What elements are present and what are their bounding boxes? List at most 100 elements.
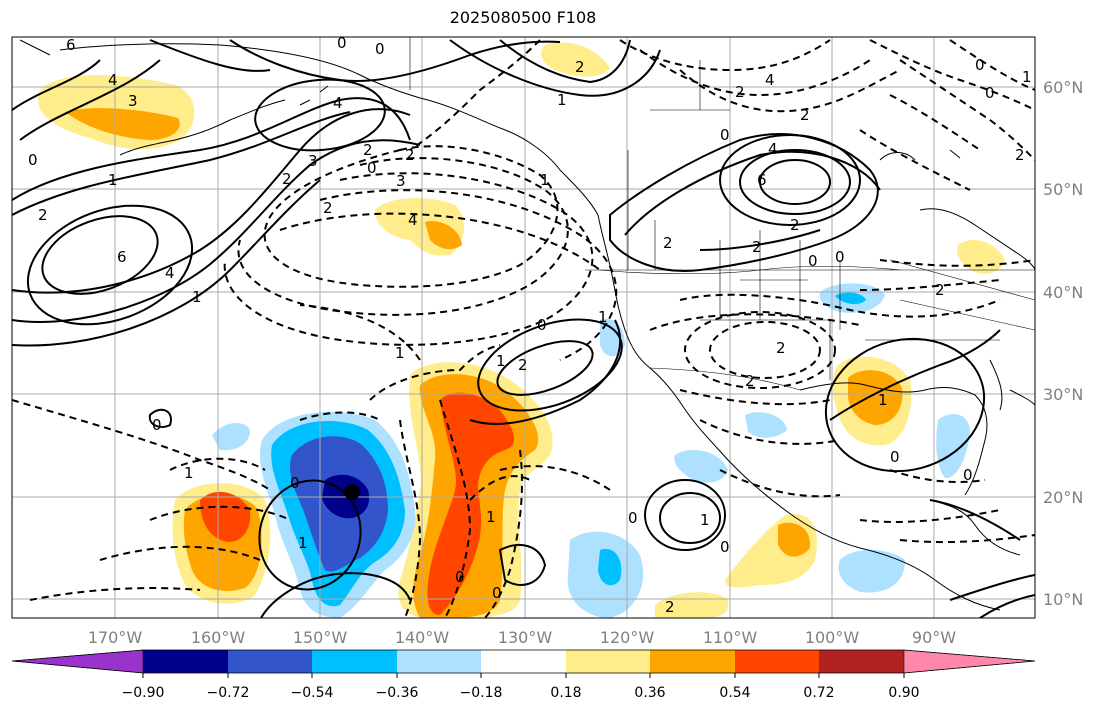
colorbar-tick-label: −0.54: [291, 685, 334, 701]
contour-label: 2: [38, 206, 48, 224]
colorbar-tick-label: −0.36: [376, 685, 419, 701]
lon-tick-label: 170°W: [88, 628, 143, 647]
contour-label: 0: [375, 40, 385, 58]
contour-label: 1: [598, 308, 608, 326]
contour-label: 0: [963, 466, 973, 484]
contour-label: 0: [720, 126, 730, 144]
contour-label: 4: [108, 71, 118, 89]
contour-label: 1: [1022, 68, 1032, 86]
colorbar-segment: [228, 650, 312, 673]
contour-label: 1: [540, 171, 550, 189]
cold-anomaly-patch: [936, 414, 970, 479]
dashed-contours: [12, 39, 1035, 618]
colorbar-tick-label: 0.36: [634, 685, 665, 701]
contour-label: 0: [152, 416, 162, 434]
contour-label: 1: [192, 288, 202, 306]
lon-tick-label: 90°W: [912, 628, 956, 647]
contour-label: 0: [628, 509, 638, 527]
lat-tick-label: 10°N: [1043, 590, 1083, 609]
contour-label: 1: [184, 464, 194, 482]
colorbar-tick-label: 0.54: [719, 685, 750, 701]
contour-label: 2: [800, 106, 810, 124]
contour-label: 2: [752, 238, 762, 256]
contour-label: 4: [765, 71, 775, 89]
map-frame: [11, 36, 1036, 619]
contour-label: 6: [117, 248, 127, 266]
contour-label: 2: [405, 146, 415, 164]
warm-anomaly-core: [65, 108, 180, 140]
contour-label: 0: [367, 159, 377, 177]
warm-anomaly-patch: [541, 42, 610, 77]
cold-anomaly-small: [212, 423, 250, 451]
colorbar-tick-label: −0.90: [122, 685, 165, 701]
contour-label: 2: [363, 141, 373, 159]
colorbar-segment: [143, 650, 228, 673]
contour-label: 2: [735, 83, 745, 101]
contour-label: 0: [537, 316, 547, 334]
warm-anomaly-core: [425, 221, 462, 250]
lon-tick-label: 140°W: [395, 628, 450, 647]
warm-anomaly-core: [427, 392, 515, 615]
map-title: 2025080500 F108: [449, 8, 597, 27]
contour-label: 0: [28, 151, 38, 169]
contour-label: 0: [720, 538, 730, 556]
lon-tick-label: 120°W: [600, 628, 655, 647]
cold-anomaly-middle: [835, 292, 866, 305]
contour-label: 1: [108, 171, 118, 189]
lat-tick-label: 50°N: [1043, 180, 1083, 199]
contour-label: 2: [518, 356, 528, 374]
contour-label: 2: [282, 170, 292, 188]
lat-tick-label: 40°N: [1043, 283, 1083, 302]
contour-label: 0: [835, 248, 845, 266]
lon-tick-label: 110°W: [703, 628, 758, 647]
lon-tick-label: 150°W: [293, 628, 348, 647]
contour-labels: 6 0 4 3 2 4 0 0 2 0 1 1 2 2 3 2 4 6 4 2 …: [28, 36, 1032, 616]
lon-tick-label: 160°W: [191, 628, 246, 647]
colorbar-segment: [397, 650, 481, 673]
contour-label: 1: [700, 511, 710, 529]
colorbar-segment: [481, 650, 566, 673]
contour-label: 1: [486, 508, 496, 526]
shaded-anomaly-layer: [38, 42, 1005, 618]
warm-anomaly-core: [200, 491, 251, 542]
contour-label: 3: [128, 92, 138, 110]
colorbar-segment: [312, 650, 397, 673]
colorbar-segment: [903, 649, 1036, 674]
contour-label: 2: [663, 234, 673, 252]
contour-label: 0: [890, 448, 900, 466]
contour-label: 0: [985, 84, 995, 102]
gridlines: [12, 37, 1035, 618]
contour-label: 6: [757, 171, 767, 189]
colorbar-segment: [819, 650, 904, 673]
contour-label: 6: [66, 36, 76, 54]
solid-contours: [12, 39, 1035, 618]
colorbar-tick-label: −0.18: [460, 685, 503, 701]
colorbar-tick-label: −0.72: [207, 685, 250, 701]
storm-center-dot: [344, 484, 360, 500]
lat-tick-label: 20°N: [1043, 488, 1083, 507]
colorbar-tick-label: 0.90: [888, 685, 919, 701]
contour-label: 0: [455, 568, 465, 586]
contour-label: 0: [492, 584, 502, 602]
contour-label: 2: [665, 598, 675, 616]
lon-tick-label: 100°W: [805, 628, 860, 647]
colorbar-tick-label: 0.72: [803, 685, 834, 701]
colorbar-segment: [566, 650, 650, 673]
warm-anomaly-middle: [778, 522, 811, 557]
cold-anomaly-patch: [838, 549, 905, 593]
cold-anomaly-patch: [745, 412, 787, 438]
contour-label: 1: [496, 352, 506, 370]
lat-tick-label: 60°N: [1043, 78, 1083, 97]
contour-label: 2: [323, 199, 333, 217]
contour-label: 0: [290, 474, 300, 492]
contour-label: 4: [165, 264, 175, 282]
lon-tick-label: 130°W: [498, 628, 553, 647]
contour-label: 2: [790, 216, 800, 234]
lat-tick-label: 30°N: [1043, 385, 1083, 404]
contour-label: 2: [745, 372, 755, 390]
colorbar-ticks: [142, 673, 905, 678]
colorbar: −0.90 −0.72 −0.54 −0.36 −0.18 0.18 0.36 …: [11, 649, 1036, 701]
contour-label: 4: [408, 211, 418, 229]
longitude-tick-labels: 170°W 160°W 150°W 140°W 130°W 120°W 110°…: [88, 628, 956, 647]
